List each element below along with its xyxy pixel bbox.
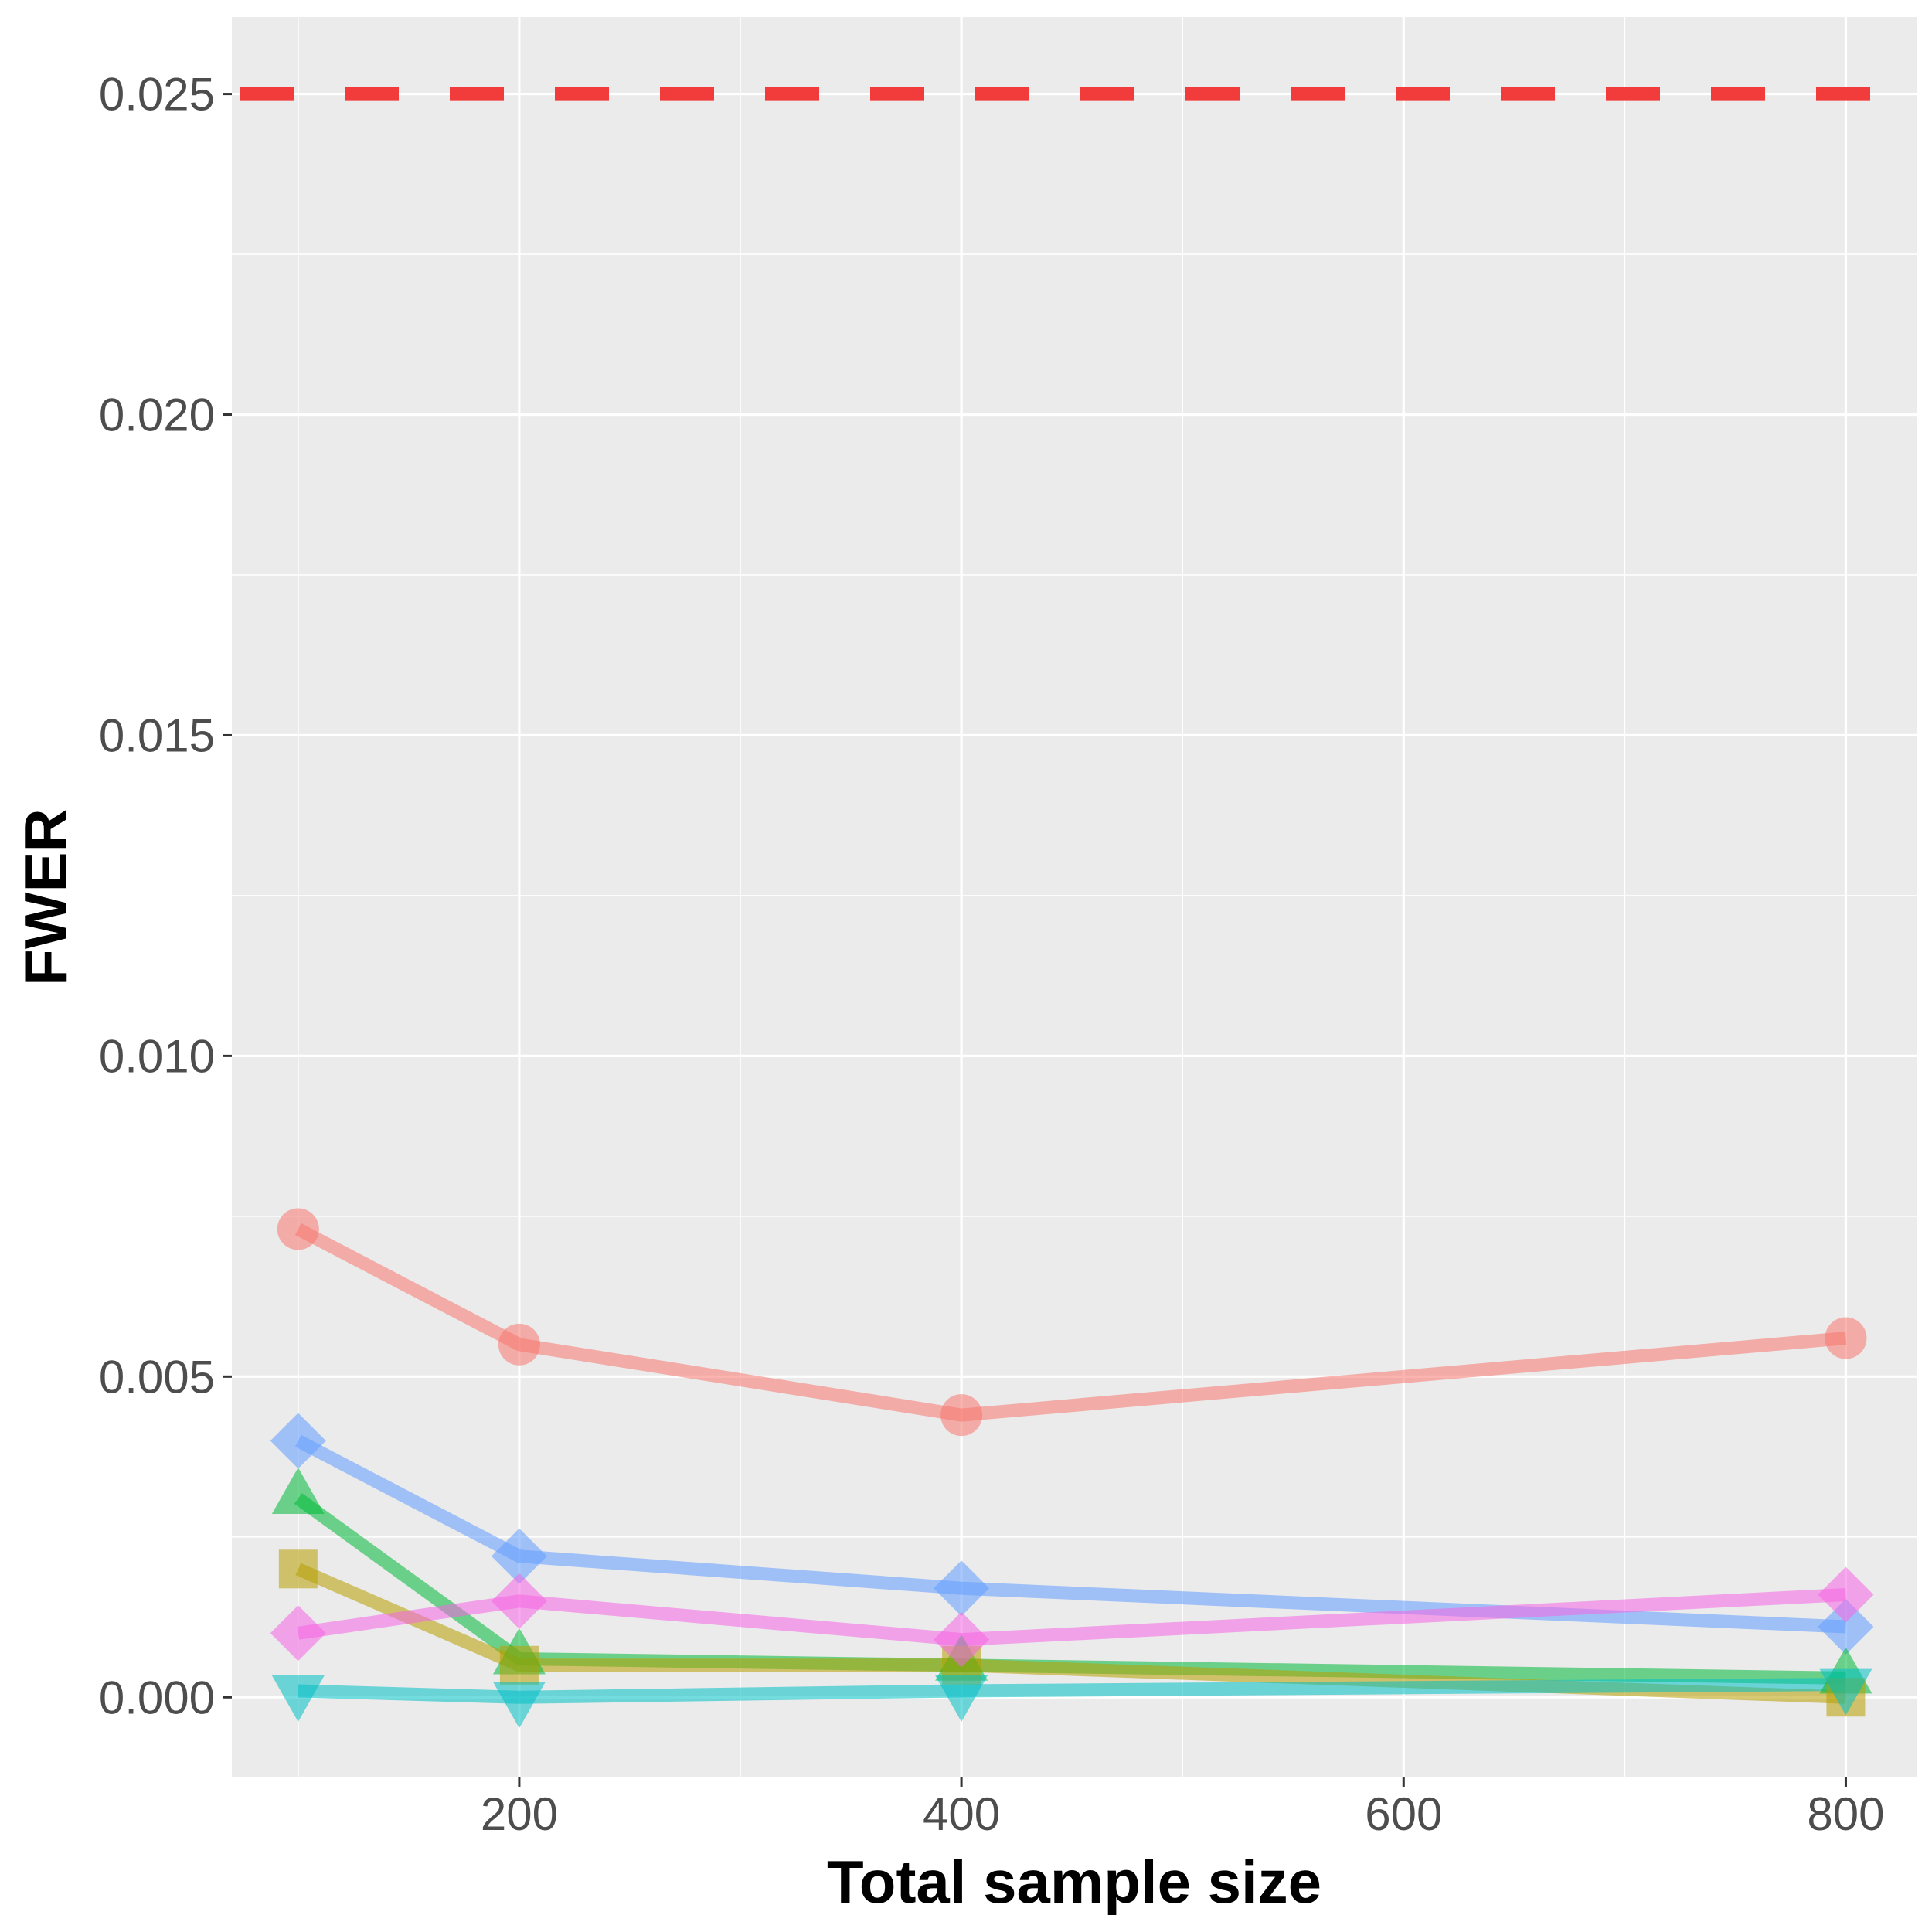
y-tick-label: 0.005 bbox=[99, 1351, 215, 1403]
x-axis-title: Total sample size bbox=[827, 1848, 1321, 1916]
series-lines bbox=[294, 1223, 1847, 1704]
x-tick-label: 400 bbox=[923, 1788, 1000, 1840]
series-line-6 bbox=[298, 1678, 1846, 1704]
series-4-point bbox=[278, 1549, 318, 1589]
series-6-point bbox=[271, 1675, 325, 1722]
series-3-point bbox=[271, 1468, 325, 1515]
major-gridlines bbox=[232, 17, 1917, 1777]
series-line-1 bbox=[294, 1223, 1847, 1422]
series-5-point bbox=[1818, 1566, 1874, 1623]
series-5-point bbox=[491, 1573, 547, 1629]
series-6-point bbox=[492, 1682, 546, 1729]
series-2-point bbox=[934, 1560, 990, 1617]
series-6-point bbox=[935, 1675, 988, 1722]
series-points bbox=[270, 1208, 1874, 1729]
y-tick-label: 0.020 bbox=[99, 389, 215, 441]
y-tick-label: 0.000 bbox=[99, 1672, 215, 1723]
x-axis: 200 400 600 800 bbox=[481, 1777, 1885, 1840]
series-6-point bbox=[1819, 1668, 1872, 1716]
y-tick-label: 0.015 bbox=[99, 709, 215, 761]
series-line-5 bbox=[297, 1587, 1846, 1647]
series-2-point bbox=[491, 1528, 547, 1584]
x-tick-label: 600 bbox=[1365, 1788, 1442, 1840]
panel-background bbox=[232, 17, 1917, 1777]
y-tick-label: 0.010 bbox=[99, 1030, 215, 1082]
y-tick-label: 0.025 bbox=[99, 69, 215, 121]
x-tick-label: 800 bbox=[1807, 1788, 1884, 1840]
series-2-point bbox=[1818, 1598, 1874, 1655]
series-line-2 bbox=[294, 1434, 1846, 1634]
series-5-point bbox=[270, 1605, 326, 1662]
y-axis-title: FWER bbox=[12, 808, 80, 986]
series-1-point bbox=[498, 1323, 540, 1366]
y-axis: 0.000 0.005 0.010 0.015 0.020 0.025 bbox=[99, 69, 232, 1723]
series-1-point bbox=[940, 1394, 983, 1437]
series-5-point bbox=[934, 1611, 990, 1668]
series-2-point bbox=[270, 1413, 326, 1469]
series-4-point bbox=[499, 1645, 539, 1685]
series-1-point bbox=[277, 1208, 319, 1250]
series-1-point bbox=[1825, 1317, 1867, 1359]
x-tick-label: 200 bbox=[481, 1788, 558, 1840]
